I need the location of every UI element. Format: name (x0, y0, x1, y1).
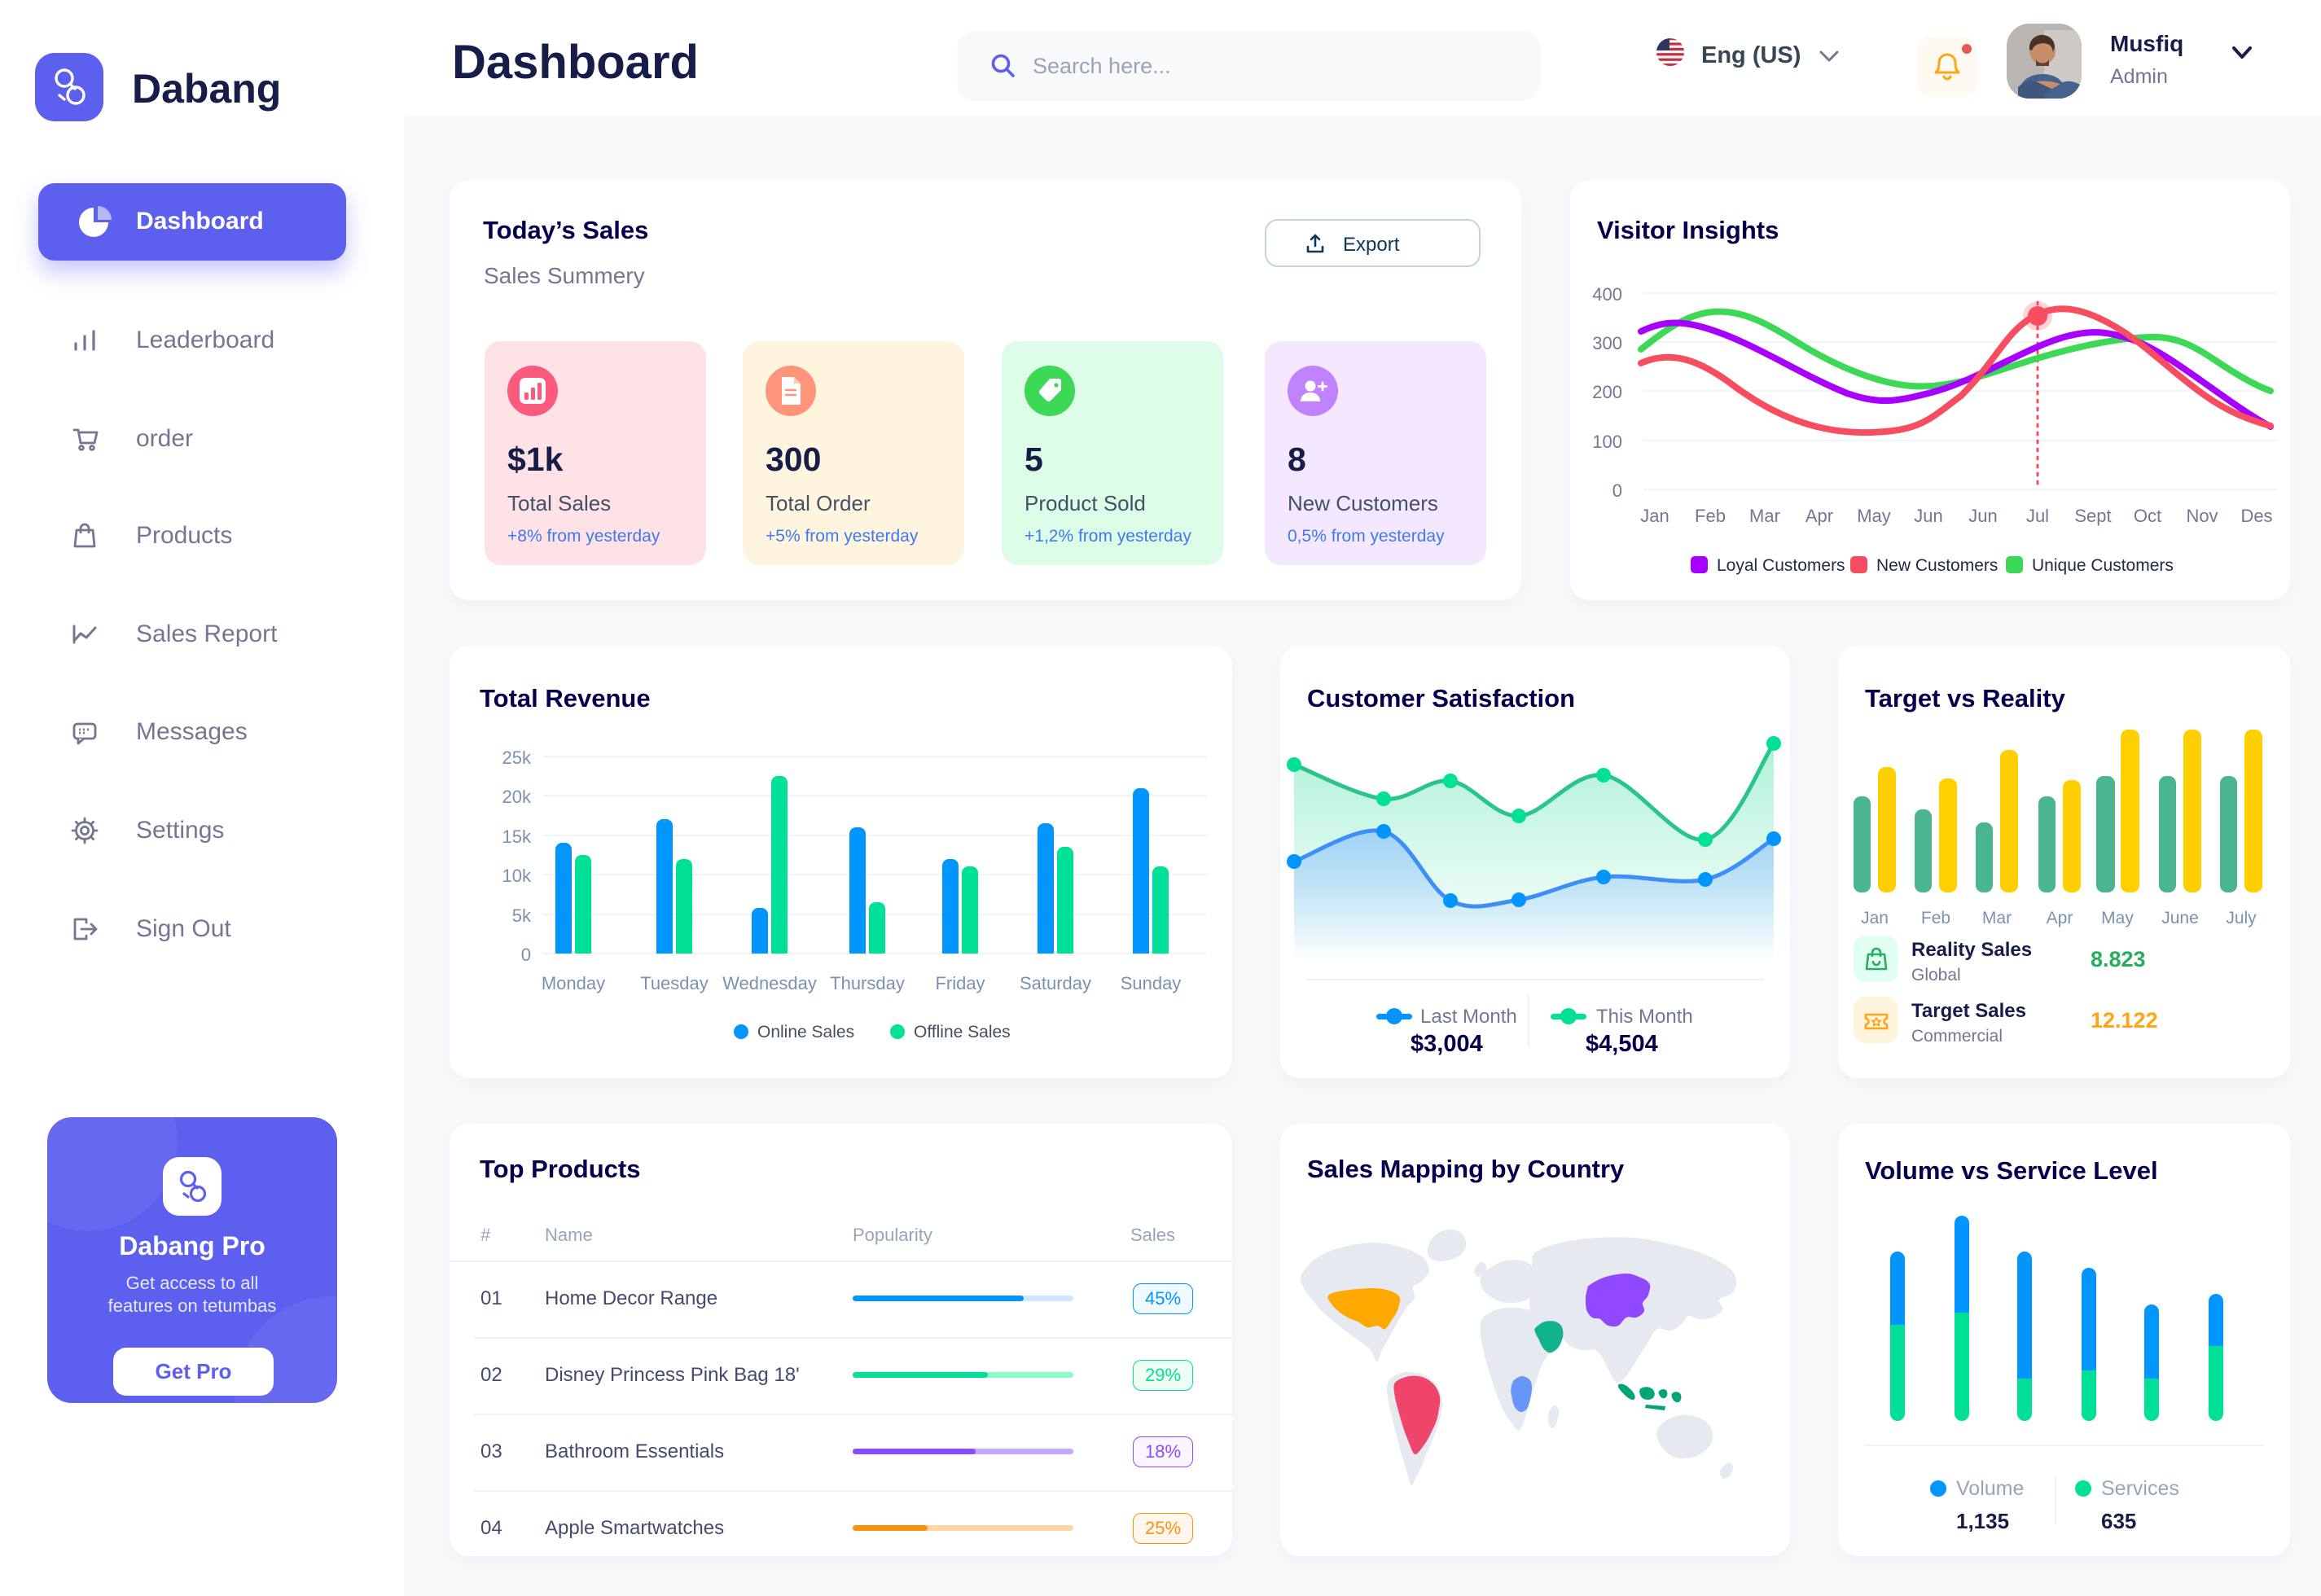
svg-text:Feb: Feb (1695, 506, 1726, 526)
svg-text:July: July (2226, 909, 2257, 927)
svg-text:635: 635 (2101, 1509, 2136, 1533)
svg-text:20k: 20k (502, 787, 532, 807)
svg-text:Tuesday: Tuesday (640, 973, 709, 993)
svg-text:Oct: Oct (2134, 506, 2161, 526)
svg-text:0: 0 (521, 945, 531, 965)
svg-text:Thursday: Thursday (830, 973, 905, 993)
svg-text:Sept: Sept (2074, 506, 2111, 526)
svg-text:Jun: Jun (1968, 506, 1997, 526)
svg-text:0: 0 (1612, 480, 1622, 501)
svg-text:Jan: Jan (1861, 909, 1889, 927)
svg-text:Jan: Jan (1640, 506, 1669, 526)
svg-text:10k: 10k (502, 866, 532, 886)
svg-text:15k: 15k (502, 826, 532, 847)
svg-text:Unique Customers: Unique Customers (2032, 556, 2174, 575)
svg-text:Apr: Apr (1805, 506, 1833, 526)
svg-text:Online Sales: Online Sales (757, 1023, 854, 1041)
svg-text:25k: 25k (502, 748, 532, 768)
svg-text:Mar: Mar (1749, 506, 1780, 526)
svg-text:Feb: Feb (1921, 909, 1950, 927)
svg-text:300: 300 (1592, 333, 1622, 353)
svg-text:Jul: Jul (2026, 506, 2049, 526)
svg-text:Last Month: Last Month (1420, 1006, 1517, 1028)
svg-text:Mar: Mar (1982, 909, 2012, 927)
svg-text:100: 100 (1592, 432, 1622, 452)
svg-text:5k: 5k (512, 905, 532, 926)
svg-text:Des: Des (2240, 506, 2272, 526)
svg-text:1,135: 1,135 (1956, 1509, 2009, 1533)
svg-text:$3,004: $3,004 (1411, 1031, 1483, 1057)
svg-text:This Month: This Month (1596, 1006, 1693, 1028)
svg-text:Offline Sales: Offline Sales (914, 1023, 1011, 1041)
svg-text:Services: Services (2101, 1477, 2179, 1500)
svg-text:May: May (2101, 909, 2134, 927)
svg-text:June: June (2161, 909, 2199, 927)
svg-text:May: May (1857, 506, 1891, 526)
svg-text:New Customers: New Customers (1876, 556, 1998, 575)
svg-text:Loyal Customers: Loyal Customers (1717, 556, 1845, 575)
svg-text:Jun: Jun (1914, 506, 1942, 526)
svg-text:Wednesday: Wednesday (722, 973, 817, 993)
svg-text:Volume: Volume (1956, 1477, 2024, 1500)
svg-text:Saturday: Saturday (1020, 973, 1091, 993)
svg-text:Apr: Apr (2047, 909, 2073, 927)
svg-text:Monday: Monday (542, 973, 605, 993)
svg-text:Friday: Friday (935, 973, 985, 993)
svg-text:Nov: Nov (2186, 506, 2218, 526)
svg-text:Sunday: Sunday (1121, 973, 1182, 993)
svg-text:200: 200 (1592, 382, 1622, 402)
svg-text:$4,504: $4,504 (1586, 1031, 1658, 1057)
svg-text:400: 400 (1592, 284, 1622, 305)
